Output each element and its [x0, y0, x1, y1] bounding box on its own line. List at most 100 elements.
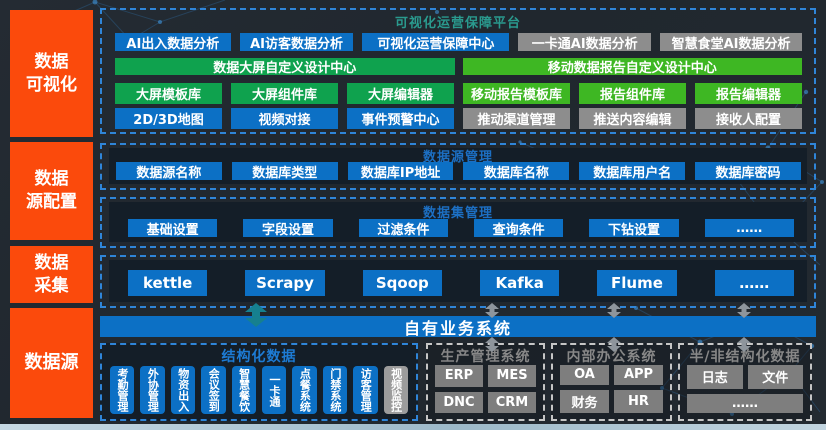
btn-2d-3d-map: 2D/3D地图: [115, 108, 222, 129]
chip-meeting-checkin: 会议签到: [201, 366, 226, 414]
viz-row-design-centers: 数据大屏自定义设计中心 移动数据报告自定义设计中心: [115, 58, 802, 75]
group-title-semi-unstructured: 半/非结构化数据: [689, 349, 801, 365]
semi-unstructured-chips: 日志 文件 ……: [687, 365, 803, 413]
btn-query-criteria: 查询条件: [473, 219, 564, 237]
btn-bigscreen-custom-design-center: 数据大屏自定义设计中心: [115, 58, 455, 75]
group-structured-data: 结构化数据 考勤管理 外协管理 物资出入 会议签到 智慧餐饮 一卡通 点餐系统 …: [100, 343, 418, 421]
chip-ordering-system: 点餐系统: [292, 366, 317, 414]
btn-ai-visitor-analysis: AI访客数据分析: [239, 33, 354, 51]
btn-viz-ops-support-center: 可视化运营保障中心: [362, 33, 510, 51]
chip-oa: OA: [560, 365, 609, 385]
group-title-structured-data: 结构化数据: [221, 349, 297, 365]
btn-database-ip: 数据库IP地址: [347, 162, 454, 180]
chip-logs: 日志: [687, 365, 743, 389]
btn-database-name: 数据库名称: [463, 162, 570, 180]
chip-crm: CRM: [488, 391, 536, 413]
btn-bigscreen-editor: 大屏编辑器: [347, 83, 454, 104]
collection-tools-row: kettle Scrapy Sqoop Kafka Flume ……: [128, 270, 794, 296]
btn-basic-settings: 基础设置: [128, 219, 218, 237]
btn-scrapy: Scrapy: [245, 270, 325, 296]
btn-flume: Flume: [597, 270, 677, 296]
btn-filter-criteria: 过滤条件: [358, 219, 448, 237]
rail-item-data-visualization: 数据 可视化: [10, 10, 93, 137]
viz-row-tools: 2D/3D地图 视频对接 事件预警中心 推动渠道管理 推送内容编辑 接收人配置: [115, 108, 802, 129]
section-visualization-platform: 可视化运营保障平台 AI出入数据分析 AI访客数据分析 可视化运营保障中心 一卡…: [100, 8, 816, 134]
chip-one-card: 一卡通: [262, 366, 287, 414]
viz-row-analysis: AI出入数据分析 AI访客数据分析 可视化运营保障中心 一卡通AI数据分析 智慧…: [115, 33, 803, 51]
btn-report-editor: 报告编辑器: [695, 83, 802, 104]
btn-field-settings: 字段设置: [243, 219, 333, 237]
data-flow-arrow-icon: [737, 337, 751, 352]
btn-push-content-editing: 推送内容编辑: [579, 108, 686, 129]
chip-erp: ERP: [435, 365, 483, 387]
btn-report-component-library: 报告组件库: [579, 83, 686, 104]
btn-onecard-ai-analysis: 一卡通AI数据分析: [518, 33, 652, 51]
section-panel: [109, 148, 807, 184]
btn-mobile-report-template-library: 移动报告模板库: [463, 83, 570, 104]
section-datasource-management: 数据源管理 数据源名称 数据库类型 数据库IP地址 数据库名称 数据库用户名 数…: [100, 143, 816, 190]
btn-receiver-configuration: 接收人配置: [695, 108, 802, 129]
chip-files: 文件: [747, 365, 803, 389]
production-chips: ERP MES DNC CRM: [435, 365, 536, 413]
section-panel: [109, 260, 807, 302]
group-semi-unstructured-data: 半/非结构化数据 日志 文件 ……: [678, 343, 812, 421]
rail-item-data-collection: 数据 采集: [10, 246, 93, 303]
section-collection-tools: kettle Scrapy Sqoop Kafka Flume ……: [100, 255, 816, 308]
btn-video-integration: 视频对接: [231, 108, 338, 129]
data-flow-arrow-icon: [607, 337, 621, 352]
rail-item-data-source-config: 数据 源配置: [10, 142, 93, 240]
section-dataset-management: 数据集管理 基础设置 字段设置 过滤条件 查询条件 下钻设置 ……: [100, 197, 816, 248]
group-title-production-systems: 生产管理系统: [440, 349, 531, 365]
group-title-office-systems: 内部办公系统: [566, 349, 657, 365]
office-chips: OA APP 财务 HR: [560, 365, 663, 413]
section-panel: [109, 202, 807, 242]
datasource-fields-row: 数据源名称 数据库类型 数据库IP地址 数据库名称 数据库用户名 数据库密码: [116, 162, 801, 180]
group-office-systems: 内部办公系统 OA APP 财务 HR: [551, 343, 672, 421]
btn-database-type: 数据库类型: [231, 162, 338, 180]
btn-bigscreen-template-library: 大屏模板库: [115, 83, 222, 104]
data-flow-arrow-icon: [485, 303, 499, 318]
btn-database-username: 数据库用户名: [579, 162, 686, 180]
data-flow-arrow-icon: [737, 303, 751, 318]
btn-ai-entry-exit-analysis: AI出入数据分析: [115, 33, 231, 51]
data-flow-arrow-icon: [485, 337, 499, 352]
btn-mobile-report-custom-design-center: 移动数据报告自定义设计中心: [462, 58, 802, 75]
chip-material-in-out: 物资出入: [170, 366, 196, 414]
btn-collection-more: ……: [714, 270, 794, 296]
chip-dnc: DNC: [435, 391, 483, 413]
btn-bigscreen-component-library: 大屏组件库: [231, 83, 338, 104]
btn-event-warning-center: 事件预警中心: [347, 108, 454, 129]
btn-database-password: 数据库密码: [695, 162, 801, 180]
btn-datasource-name: 数据源名称: [116, 162, 222, 180]
chip-finance: 财务: [560, 389, 609, 413]
btn-sqoop: Sqoop: [362, 270, 442, 296]
chip-mes: MES: [488, 365, 536, 387]
rail-item-data-source: 数据源: [10, 308, 93, 418]
group-production-systems: 生产管理系统 ERP MES DNC CRM: [426, 343, 545, 421]
btn-drilldown-settings: 下钻设置: [589, 219, 679, 237]
btn-kafka: Kafka: [479, 270, 560, 296]
data-flow-arrow-icon: [607, 303, 621, 318]
structured-data-chips: 考勤管理 外协管理 物资出入 会议签到 智慧餐饮 一卡通 点餐系统 门禁系统 访…: [110, 366, 409, 414]
btn-dataset-more: ……: [704, 219, 794, 237]
dataset-settings-row: 基础设置 字段设置 过滤条件 查询条件 下钻设置 ……: [128, 219, 794, 237]
bottom-edge-strip: [0, 424, 826, 430]
section-title-datasource-management: 数据源管理: [422, 150, 493, 165]
chip-smart-catering: 智慧餐饮: [231, 366, 257, 414]
data-flow-arrow-icon: [245, 303, 267, 327]
chip-visitor-mgmt: 访客管理: [353, 366, 378, 414]
chip-hr: HR: [614, 389, 663, 413]
banner-own-business-system: 自有业务系统: [100, 316, 816, 338]
btn-smart-canteen-ai-analysis: 智慧食堂AI数据分析: [660, 33, 803, 51]
chip-video-surveillance: 视频监控: [383, 366, 409, 414]
btn-kettle: kettle: [128, 270, 208, 296]
chip-semi-more: ……: [687, 393, 803, 413]
section-title-dataset-management: 数据集管理: [422, 206, 493, 221]
section-title-viz-ops-platform: 可视化运营保障平台: [394, 16, 521, 31]
chip-attendance-mgmt: 考勤管理: [110, 366, 135, 414]
chip-app: APP: [614, 365, 663, 385]
viz-row-libraries: 大屏模板库 大屏组件库 大屏编辑器 移动报告模板库 报告组件库 报告编辑器: [115, 83, 802, 104]
chip-outsourcing-mgmt: 外协管理: [140, 366, 165, 414]
chip-access-control: 门禁系统: [322, 366, 348, 414]
